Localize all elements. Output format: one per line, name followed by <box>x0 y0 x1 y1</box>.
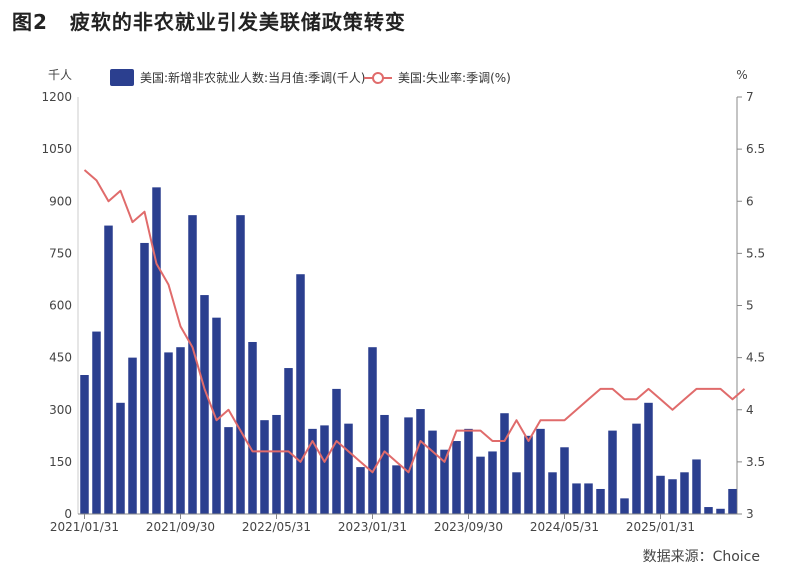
bar <box>332 388 341 514</box>
left-axis-tick-label: 1050 <box>41 142 72 156</box>
bar <box>704 507 713 514</box>
bar <box>200 295 209 514</box>
bar <box>284 368 293 514</box>
bar <box>224 427 233 514</box>
bar <box>116 402 125 514</box>
left-axis-tick-label: 0 <box>64 507 72 521</box>
figure-title-text: 疲软的非农就业引发美联储政策转变 <box>69 10 406 34</box>
bar <box>452 441 461 514</box>
bar-series <box>80 187 737 514</box>
bar <box>140 242 149 514</box>
bar <box>404 417 413 514</box>
bar <box>80 375 89 514</box>
unemployment-line <box>83 169 746 474</box>
legend-line-marker <box>372 72 384 84</box>
bar <box>548 472 557 514</box>
right-axis-tick-label: 5 <box>746 299 754 313</box>
bar <box>692 459 701 514</box>
bar <box>680 472 689 514</box>
bar <box>464 428 473 514</box>
bar <box>584 483 593 514</box>
bar <box>716 508 725 514</box>
bar <box>272 414 281 514</box>
bar <box>656 475 665 514</box>
bar <box>296 274 305 514</box>
bar <box>632 423 641 514</box>
bar <box>320 425 329 514</box>
x-axis-tick-label: 2021/01/31 <box>50 520 119 534</box>
line-series <box>83 169 746 474</box>
bar <box>380 414 389 514</box>
figure-title: 图2 疲软的非农就业引发美联储政策转变 <box>12 6 406 35</box>
bar <box>488 451 497 514</box>
legend-bar-label: 美国:新增非农就业人数:当月值:季调(千人) <box>140 70 366 85</box>
right-axis-tick-label: 3.5 <box>746 455 765 469</box>
left-axis-tick-label: 900 <box>49 194 72 208</box>
bar <box>440 449 449 514</box>
bar <box>248 341 257 514</box>
x-axis: 2021/01/31 2021/09/30 2022/05/31 2023/01/31… <box>50 513 737 534</box>
left-axis-tick-label: 150 <box>49 455 72 469</box>
right-axis-tick-label: 6.5 <box>746 142 765 156</box>
left-axis-tick-label: 300 <box>49 403 72 417</box>
data-source: 数据来源：Choice <box>642 549 760 565</box>
bar <box>644 402 653 514</box>
legend: 美国:新增非农就业人数:当月值:季调(千人) 美国:失业率:季调(%) <box>110 69 511 86</box>
bar <box>128 357 137 514</box>
right-axis-tick-label: 4.5 <box>746 351 765 365</box>
x-axis-tick-label: 2023/09/30 <box>434 520 503 534</box>
x-axis-tick-label: 2022/05/31 <box>242 520 311 534</box>
x-axis-tick-label: 2025/01/31 <box>626 520 695 534</box>
bar <box>524 435 533 514</box>
left-axis-unit: 千人 <box>48 68 72 82</box>
right-axis-tick-label: 4 <box>746 403 754 417</box>
right-axis-unit: % <box>736 68 747 82</box>
bar <box>560 447 569 514</box>
bar <box>668 479 677 514</box>
bar <box>164 352 173 514</box>
bar <box>512 472 521 514</box>
bar <box>728 488 737 514</box>
right-axis-tick-label: 5.5 <box>746 246 765 260</box>
bar <box>536 428 545 514</box>
left-axis-tick-label: 1200 <box>41 90 72 104</box>
left-y-axis: 千人 0 150 300 450 600 750 900 1050 1200 <box>41 68 79 521</box>
bar <box>176 347 185 514</box>
figure-number: 图2 <box>12 10 48 34</box>
bar <box>152 187 161 514</box>
left-axis-tick-label: 450 <box>49 351 72 365</box>
bar <box>260 420 269 514</box>
left-axis-tick-label: 600 <box>49 299 72 313</box>
bar <box>596 488 605 514</box>
right-y-axis: % 3 3.5 4 4.5 5 5.5 6 6.5 7 <box>736 68 765 521</box>
x-axis-tick-label: 2023/01/31 <box>338 520 407 534</box>
left-axis-tick-label: 750 <box>49 246 72 260</box>
right-axis-tick-label: 7 <box>746 90 754 104</box>
bar <box>188 215 197 514</box>
bar <box>344 423 353 514</box>
bar <box>608 430 617 514</box>
bar <box>92 331 101 514</box>
bar <box>620 498 629 514</box>
legend-line-label: 美国:失业率:季调(%) <box>398 70 511 85</box>
bar <box>212 317 221 514</box>
x-axis-tick-label: 2021/09/30 <box>146 520 215 534</box>
bar <box>572 483 581 514</box>
right-axis-tick-label: 3 <box>746 507 754 521</box>
bar <box>356 467 365 514</box>
bar <box>428 430 437 514</box>
right-axis-tick-label: 6 <box>746 194 754 208</box>
bar <box>392 465 401 514</box>
legend-bar-swatch <box>110 69 134 86</box>
bar <box>416 409 425 514</box>
bar <box>104 225 113 514</box>
bar <box>368 347 377 514</box>
bar <box>476 456 485 514</box>
bar <box>236 215 245 514</box>
bar <box>500 413 509 514</box>
x-axis-tick-label: 2024/05/31 <box>530 520 599 534</box>
bar <box>308 428 317 514</box>
